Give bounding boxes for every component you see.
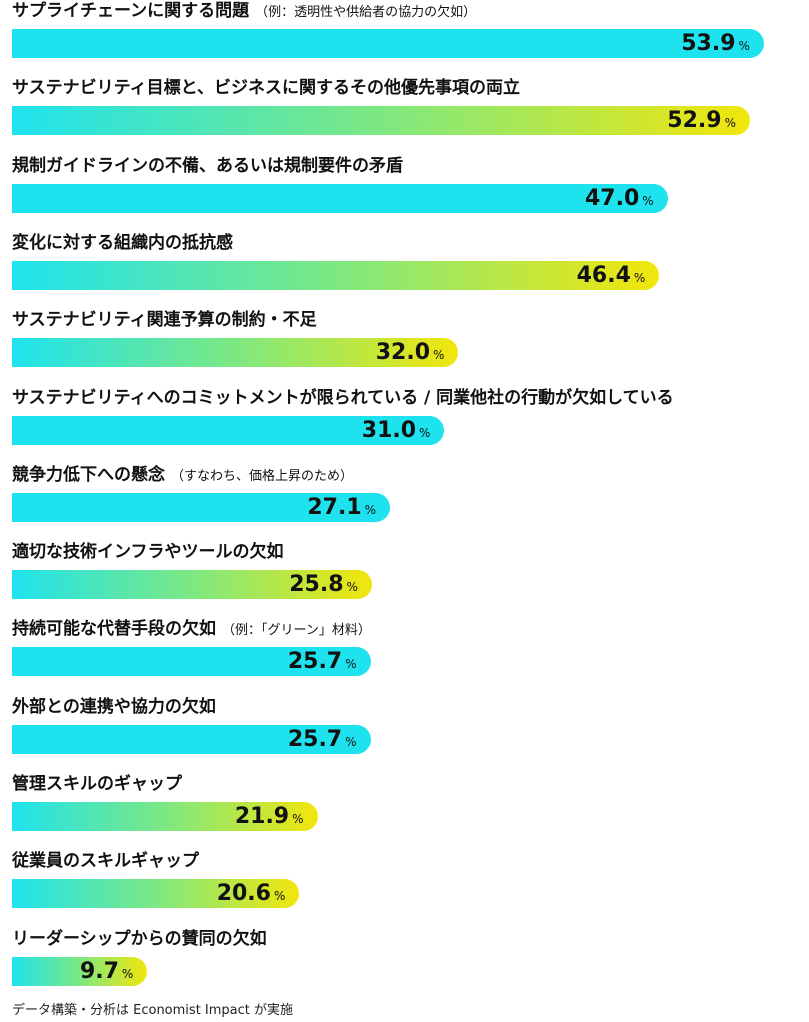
category-label-text: リーダーシップからの賛同の欠如: [12, 928, 267, 949]
bar: [12, 415, 445, 445]
value-number: 25.7: [287, 649, 343, 675]
category-note: （例：透明性や供給者の協力の欠如）: [255, 5, 477, 20]
bar-row: サプライチェーンに関する問題 （例：透明性や供給者の協力の欠如） 53.9%: [0, 0, 809, 62]
percent-sign: %: [121, 966, 134, 981]
bar: [12, 29, 764, 58]
bar-row: サステナビリティ目標と、ビジネスに関するその他優先事項の両立 52.9%: [0, 77, 809, 139]
value-label: 46.4%: [577, 262, 646, 290]
bar-row: 規制ガイドラインの不備、あるいは規制要件の矛盾 47.0%: [0, 155, 809, 217]
percent-sign: %: [345, 657, 357, 672]
value-label: 20.6%: [217, 880, 286, 908]
source-note: データ構築・分析は Economist Impact が実施: [12, 1003, 294, 1018]
bar: [12, 724, 371, 754]
value-number: 20.6: [216, 881, 271, 907]
percent-sign: %: [364, 502, 377, 517]
percent-sign: %: [419, 425, 431, 440]
percent-sign: %: [433, 348, 445, 363]
value-label: 25.7%: [288, 726, 357, 754]
bar: [12, 879, 300, 909]
category-label: 外部との連携や協力の欠如: [12, 696, 216, 718]
category-label-text: サステナビリティ関連予算の制約・不足: [12, 310, 317, 331]
category-label-text: サプライチェーンに関する問題: [12, 1, 250, 21]
percent-sign: %: [642, 193, 654, 208]
bar-row: 変化に対する組織内の抵抗感 46.4%: [0, 232, 809, 294]
percent-sign: %: [724, 116, 736, 131]
percent-sign: %: [633, 270, 646, 285]
category-label: サステナビリティへのコミットメントが限られている / 同業他社の行動が欠如してい…: [12, 387, 674, 409]
category-label: 持続可能な代替手段の欠如 （例：「グリーン」材料）: [12, 618, 371, 642]
category-label: 競争力低下への懸念 （すなわち、価格上昇のため）: [12, 464, 353, 488]
value-number: 32.0: [375, 340, 430, 366]
category-label: サプライチェーンに関する問題 （例：透明性や供給者の協力の欠如）: [12, 0, 476, 24]
bar-row: サステナビリティへのコミットメントが限られている / 同業他社の行動が欠如してい…: [0, 387, 809, 449]
category-label: リーダーシップからの賛同の欠如: [12, 928, 267, 950]
percent-sign: %: [273, 889, 286, 904]
category-label: サステナビリティ目標と、ビジネスに関するその他優先事項の両立: [12, 77, 520, 99]
value-number: 25.8: [289, 572, 344, 598]
category-label: 変化に対する組織内の抵抗感: [12, 232, 233, 254]
bar-row: サステナビリティ関連予算の制約・不足 32.0%: [0, 309, 809, 371]
bar-row: 外部との連携や協力の欠如 25.7%: [0, 696, 809, 758]
bar-row: 適切な技術インフラやツールの欠如 25.8%: [0, 541, 809, 603]
category-label-text: サステナビリティへのコミットメントが限られている / 同業他社の行動が欠如してい…: [12, 387, 674, 408]
bar: [12, 956, 148, 986]
value-label: 32.0%: [376, 339, 445, 367]
value-label: 9.7%: [80, 958, 133, 986]
value-label: 31.0%: [362, 417, 431, 445]
category-label: 従業員のスキルギャップ: [12, 850, 199, 872]
category-label-text: サステナビリティ目標と、ビジネスに関するその他優先事項の両立: [12, 78, 520, 99]
value-label: 52.9%: [667, 107, 736, 135]
percent-sign: %: [738, 39, 750, 53]
value-number: 21.9: [234, 804, 290, 829]
category-label-text: 従業員のスキルギャップ: [12, 851, 199, 872]
category-label-text: 競争力低下への懸念: [12, 464, 165, 485]
value-label: 47.0%: [585, 185, 654, 213]
percent-sign: %: [345, 734, 357, 749]
category-label: 適切な技術インフラやツールの欠如: [12, 541, 284, 563]
category-note: （例：「グリーン」材料）: [222, 623, 371, 639]
bar: [12, 570, 372, 600]
bar-row: リーダーシップからの賛同の欠如 9.7%: [0, 928, 809, 990]
value-number: 46.4: [576, 262, 631, 288]
percent-sign: %: [346, 580, 358, 595]
category-label: サステナビリティ関連予算の制約・不足: [12, 309, 317, 331]
bar: [12, 106, 750, 136]
value-label: 21.9%: [235, 803, 304, 831]
value-label: 25.8%: [289, 571, 358, 599]
bar: [12, 183, 668, 213]
bar-row: 競争力低下への懸念 （すなわち、価格上昇のため） 27.1%: [0, 464, 809, 526]
value-number: 9.7: [79, 958, 119, 984]
value-label: 53.9%: [681, 30, 750, 58]
percent-sign: %: [292, 812, 304, 826]
value-label: 27.1%: [307, 494, 376, 522]
value-label: 25.7%: [288, 648, 357, 676]
category-label-text: 管理スキルのギャップ: [12, 774, 182, 794]
value-number: 47.0: [584, 185, 640, 211]
bar-row: 従業員のスキルギャップ 20.6%: [0, 850, 809, 912]
category-label-text: 持続可能な代替手段の欠如: [12, 619, 216, 640]
value-number: 52.9: [667, 108, 722, 134]
value-number: 25.7: [287, 726, 343, 752]
bar: [12, 802, 318, 831]
category-label: 規制ガイドラインの不備、あるいは規制要件の矛盾: [12, 155, 403, 177]
bar: [12, 492, 391, 522]
category-note: （すなわち、価格上昇のため）: [171, 468, 354, 484]
bar: [12, 338, 459, 368]
bar: [12, 647, 371, 677]
category-label: 管理スキルのギャップ: [12, 773, 182, 795]
category-label-text: 規制ガイドラインの不備、あるいは規制要件の矛盾: [12, 155, 403, 176]
category-label-text: 変化に対する組織内の抵抗感: [12, 232, 233, 253]
category-label-text: 外部との連携や協力の欠如: [12, 696, 216, 717]
value-number: 27.1: [307, 494, 362, 520]
category-label-text: 適切な技術インフラやツールの欠如: [12, 542, 284, 563]
bar-row: 管理スキルのギャップ 21.9%: [0, 773, 809, 835]
value-number: 53.9: [681, 31, 736, 56]
value-number: 31.0: [361, 417, 417, 443]
bar-row: 持続可能な代替手段の欠如 （例：「グリーン」材料） 25.7%: [0, 618, 809, 680]
bar: [12, 260, 660, 290]
